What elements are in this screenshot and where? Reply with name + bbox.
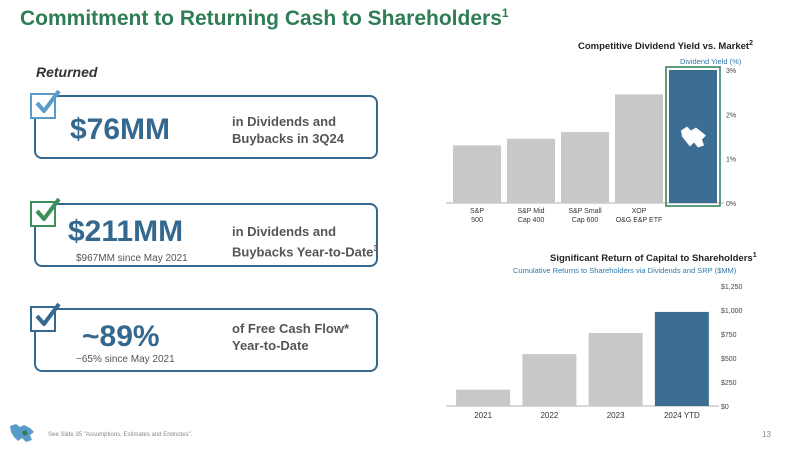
- checkbox-check-icon: [30, 197, 61, 227]
- return-of-capital-ytick-label: $1,250: [721, 284, 743, 291]
- return-of-capital-chart: $0 $250 $500 $750 $1,000 $1,250 2021 2022 2023 20…: [446, 284, 743, 420]
- return-of-capital-category-label: 2021: [474, 411, 492, 420]
- dividend-yield-category-label: S&P: [470, 208, 484, 215]
- return-of-capital-category-label: 2024 YTD: [664, 411, 700, 420]
- dividend-yield-category-label: 500: [471, 217, 483, 224]
- return-of-capital-ytick-label: $750: [721, 332, 737, 339]
- dividend-yield-ytick-label: 3%: [726, 68, 736, 75]
- page-number: 13: [762, 430, 771, 439]
- dividend-yield-chart: 0% 1% 2% 3% S&P 500 S&P Mid Cap 400 S&P Small Cap…: [446, 66, 736, 224]
- return-of-capital-bar: [522, 354, 577, 406]
- return-of-capital-category-label: 2022: [540, 411, 558, 420]
- company-logo-icon: [10, 424, 34, 442]
- dividend-yield-ytick-label: 2%: [726, 112, 736, 119]
- dividends-3q24-card: $76MM in Dividends and Buybacks in 3Q24: [30, 89, 378, 159]
- dividend-yield-bar: [561, 132, 609, 203]
- dividend-yield-chart-subtitle: Dividend Yield (%): [680, 57, 742, 66]
- dividend-yield-ytick-label: 1%: [726, 157, 736, 164]
- dividends-3q24-amount: $76MM: [70, 113, 171, 146]
- returned-label: Returned: [36, 64, 98, 80]
- dividends-ytd-amount: $211MM: [68, 215, 184, 248]
- dividend-yield-chart-title: Competitive Dividend Yield vs. Market2: [578, 40, 753, 53]
- dividend-yield-category-label: XOP: [632, 208, 647, 215]
- return-of-capital-ytick-label: $1,000: [721, 308, 743, 315]
- dividend-yield-category-label: Cap 600: [572, 217, 599, 224]
- dividend-yield-category-label: S&P Mid: [517, 208, 544, 215]
- company-logo-icon: [681, 126, 706, 148]
- dividends-ytd-card: $211MM in Dividends and Buybacks Year-to…: [30, 197, 378, 267]
- dividend-yield-category-label: S&P Small: [568, 208, 602, 215]
- return-of-capital-ytick-label: $0: [721, 404, 729, 411]
- dividends-ytd-description: in Dividends and Buybacks Year-to-Date3: [232, 224, 378, 260]
- return-of-capital-ytick-label: $250: [721, 380, 737, 387]
- checkbox-check-icon: [30, 302, 61, 332]
- dividend-yield-ytick-label: 0%: [726, 201, 736, 208]
- fcf-percentage: ~89%: [82, 320, 160, 353]
- return-of-capital-category-label: 2023: [607, 411, 625, 420]
- return-of-capital-bar: [654, 311, 709, 406]
- dividend-yield-bar: [453, 145, 501, 203]
- free-cash-flow-card: ~89% of Free Cash Flow* Year-to-Date ~65…: [30, 302, 378, 372]
- footer-note: See Slide 35 "Assumptions, Estimates and…: [48, 432, 193, 438]
- return-of-capital-bar: [456, 389, 511, 406]
- return-of-capital-chart-title: Significant Return of Capital to Shareho…: [550, 252, 757, 265]
- return-of-capital-chart-subtitle: Cumulative Returns to Shareholders via D…: [513, 266, 737, 275]
- dividends-since-2021: $967MM since May 2021: [76, 253, 188, 264]
- dividend-yield-bar: [615, 94, 663, 203]
- return-of-capital-ytick-label: $500: [721, 356, 737, 363]
- fcf-description: of Free Cash Flow* Year-to-Date: [232, 321, 350, 353]
- checkbox-check-icon: [30, 89, 61, 119]
- fcf-since-2021: ~65% since May 2021: [76, 354, 175, 365]
- dividend-yield-bar: [507, 138, 555, 203]
- slide-title: Commitment to Returning Cash to Sharehol…: [20, 6, 509, 30]
- dividend-yield-category-label: Cap 400: [518, 217, 545, 224]
- dividends-3q24-description: in Dividends and Buybacks in 3Q24: [232, 114, 344, 146]
- return-of-capital-bar: [588, 333, 643, 406]
- dividend-yield-category-label: O&G E&P ETF: [616, 217, 663, 224]
- dividend-yield-highlight-frame: [665, 66, 721, 207]
